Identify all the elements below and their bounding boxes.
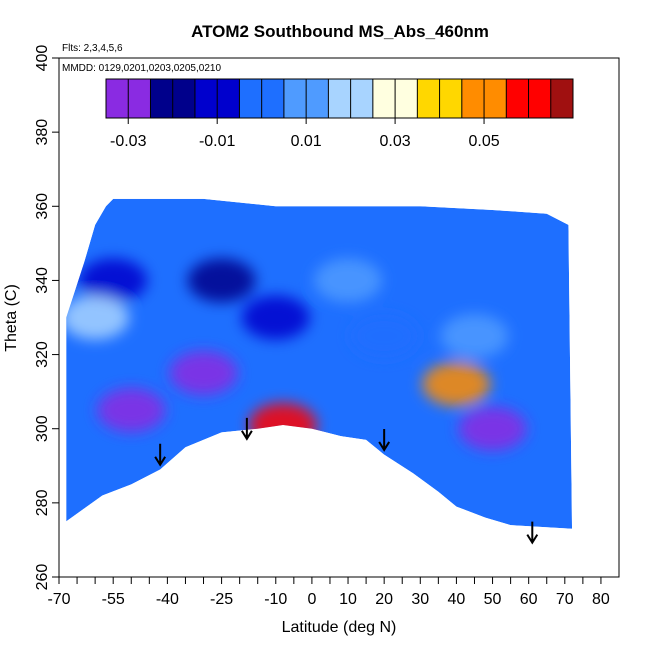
x-tick-label: 50 — [484, 591, 502, 608]
colorbar-swatch-16 — [461, 79, 485, 118]
x-tick-label: 60 — [520, 591, 538, 608]
heatmap-feature-1 — [187, 258, 256, 303]
heatmap-feature-5 — [440, 314, 509, 359]
colorbar-swatch-17 — [484, 79, 507, 118]
colorbar-swatch-4 — [194, 79, 218, 118]
heatmap-background — [66, 198, 573, 529]
y-tick-label: 280 — [34, 489, 51, 516]
x-tick-label: -10 — [264, 591, 287, 608]
x-tick-label: -70 — [47, 591, 70, 608]
y-tick-label: 300 — [34, 415, 51, 442]
arrow-marker-1 — [241, 417, 253, 441]
colorbar-swatch-14 — [417, 79, 441, 118]
dates-annotation: MMDD: 0129,0201,0203,0205,0210 — [62, 63, 221, 74]
colorbar-swatch-0 — [106, 79, 129, 118]
heatmap-feature-6 — [97, 388, 166, 433]
colorbar-swatch-5 — [217, 79, 240, 118]
x-tick-label: 10 — [339, 591, 357, 608]
x-tick-label: 0 — [307, 591, 316, 608]
heatmap-feature-3 — [314, 258, 383, 303]
colorbar-swatch-6 — [239, 79, 263, 118]
y-tick-label: 400 — [34, 45, 51, 72]
x-tick-label: -55 — [102, 591, 125, 608]
flights-annotation: Flts: 2,3,4,5,6 — [62, 43, 123, 54]
heatmap-feature-2 — [241, 295, 310, 340]
arrow-marker-3 — [526, 521, 539, 545]
colorbar: -0.03 -0.01 0.01 0.03 0.05 — [105, 78, 574, 150]
colorbar-swatch-18 — [506, 79, 530, 118]
heatmap-feature-10 — [422, 362, 491, 407]
y-tick-label: 360 — [34, 193, 51, 220]
arrow-marker-2 — [378, 428, 391, 452]
y-axis-label: Theta (C) — [3, 284, 20, 352]
y-tick-label: 380 — [34, 119, 51, 146]
y-axis: 260 280 300 320 340 360 380 400 — [34, 45, 59, 591]
heatmap-feature-8 — [79, 258, 148, 303]
y-tick-label: 260 — [34, 564, 51, 591]
colorbar-swatch-2 — [150, 79, 174, 118]
plot-frame — [58, 57, 620, 578]
chart-title: ATOM2 Southbound MS_Abs_460nm — [191, 22, 489, 41]
x-tick-label: -25 — [210, 591, 233, 608]
heatmap-region — [66, 198, 573, 529]
colorbar-tick-label: 0.03 — [380, 133, 411, 150]
colorbar-swatch-3 — [172, 79, 196, 118]
colorbar-swatch-10 — [328, 79, 352, 118]
arrow-markers — [154, 417, 539, 545]
colorbar-tick-label: 0.05 — [468, 133, 499, 150]
colorbar-swatch-1 — [128, 79, 151, 118]
x-tick-label: 30 — [411, 591, 429, 608]
heatmap-feature-11 — [66, 295, 130, 340]
x-tick-label: 20 — [375, 591, 393, 608]
heatmap-feature-4 — [350, 314, 419, 359]
y-tick-label: 320 — [34, 341, 51, 368]
x-tick-label: 70 — [556, 591, 574, 608]
colorbar-swatch-11 — [350, 79, 374, 118]
colorbar-swatch-9 — [306, 79, 329, 118]
colorbar-frame — [105, 78, 574, 119]
colorbar-swatch-12 — [372, 79, 396, 118]
x-tick-label: 80 — [592, 591, 610, 608]
heatmap-feature-9 — [249, 403, 317, 448]
colorbar-tick-label: -0.01 — [199, 133, 236, 150]
x-tick-label: -40 — [156, 591, 179, 608]
colorbar-tick-label: 0.01 — [291, 133, 322, 150]
heatmap-feature-0 — [169, 351, 238, 396]
heatmap-feature-7 — [458, 406, 527, 451]
x-axis: -70 -55 -40 -25 -10 0 10 20 30 40 50 60 70 80 — [47, 577, 610, 608]
colorbar-swatch-19 — [528, 79, 552, 118]
colorbar-swatch-7 — [261, 79, 285, 118]
colorbar-swatch-15 — [439, 79, 463, 118]
y-tick-label: 340 — [34, 267, 51, 294]
x-axis-label: Latitude (deg N) — [282, 619, 397, 636]
arrow-marker-0 — [154, 443, 167, 467]
colorbar-tick-label: -0.03 — [110, 133, 147, 150]
colorbar-swatch-13 — [395, 79, 418, 118]
colorbar-swatch-8 — [283, 79, 307, 118]
colorbar-swatch-20 — [550, 79, 574, 118]
x-tick-label: 40 — [448, 591, 466, 608]
